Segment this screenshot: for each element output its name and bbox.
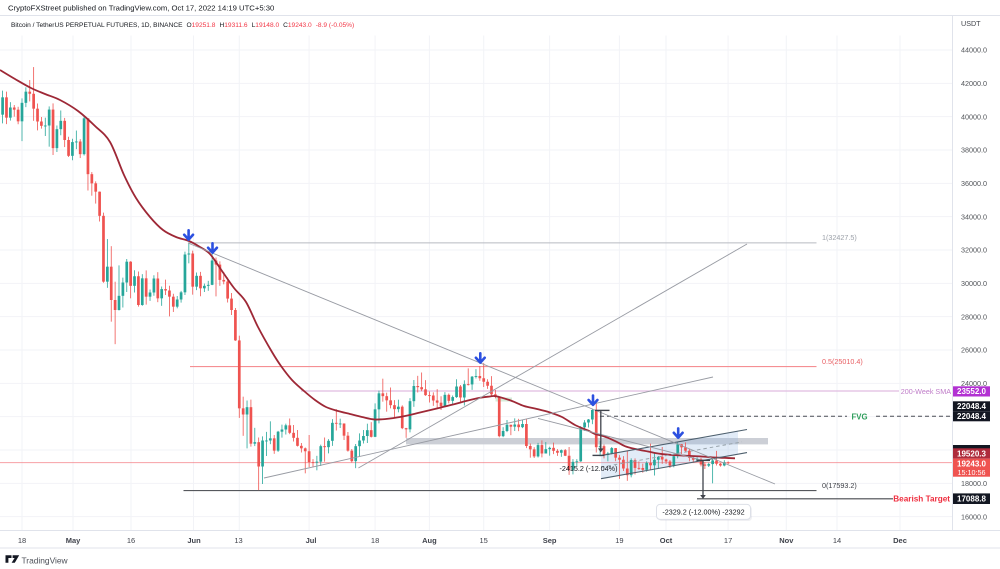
svg-text:32000.0: 32000.0 [961, 246, 987, 255]
svg-text:Sep: Sep [543, 536, 557, 545]
svg-text:18000.0: 18000.0 [961, 479, 987, 488]
svg-text:18: 18 [18, 536, 26, 545]
svg-text:23552.0: 23552.0 [957, 387, 986, 396]
svg-text:USDT: USDT [961, 19, 981, 28]
svg-text:22048.4: 22048.4 [957, 402, 986, 411]
svg-text:16000.0: 16000.0 [961, 512, 987, 521]
svg-text:Jun: Jun [187, 536, 201, 545]
svg-text:40000.0: 40000.0 [961, 112, 987, 121]
svg-text:-2329.2 (-12.00%) -23292: -2329.2 (-12.00%) -23292 [662, 508, 744, 517]
svg-text:200-Week SMA: 200-Week SMA [901, 387, 951, 396]
svg-text:Oct: Oct [660, 536, 673, 545]
svg-text:-2415.2 (-12.04%): -2415.2 (-12.04%) [560, 464, 618, 473]
svg-text:May: May [66, 536, 81, 545]
svg-text:28000.0: 28000.0 [961, 312, 987, 321]
svg-text:24000.0: 24000.0 [961, 379, 987, 388]
svg-text:TradingView: TradingView [22, 555, 69, 565]
svg-text:42000.0: 42000.0 [961, 79, 987, 88]
svg-text:38000.0: 38000.0 [961, 146, 987, 155]
svg-text:13: 13 [234, 536, 242, 545]
svg-text:0.5(25010.4): 0.5(25010.4) [822, 357, 863, 366]
svg-text:15: 15 [480, 536, 488, 545]
svg-text:14: 14 [833, 536, 841, 545]
svg-text:34000.0: 34000.0 [961, 212, 987, 221]
svg-text:36000.0: 36000.0 [961, 179, 987, 188]
svg-text:44000.0: 44000.0 [961, 46, 987, 55]
svg-text:22048.4: 22048.4 [957, 412, 986, 421]
svg-text:0(17593.2): 0(17593.2) [822, 481, 857, 490]
svg-text:CryptoFXStreet published on Tr: CryptoFXStreet published on TradingView.… [8, 4, 274, 13]
svg-text:1(32427.5): 1(32427.5) [822, 233, 857, 242]
svg-text:16: 16 [127, 536, 135, 545]
svg-text:15:10:56: 15:10:56 [958, 468, 986, 477]
svg-text:Bearish Target: Bearish Target [893, 495, 950, 504]
svg-text:17088.8: 17088.8 [957, 495, 986, 504]
svg-text:26000.0: 26000.0 [961, 346, 987, 355]
svg-text:Jul: Jul [306, 536, 317, 545]
svg-text:19: 19 [615, 536, 623, 545]
svg-text:Nov: Nov [779, 536, 794, 545]
svg-text:19520.3: 19520.3 [957, 449, 986, 458]
svg-text:17: 17 [724, 536, 732, 545]
svg-text:30000.0: 30000.0 [961, 279, 987, 288]
svg-text:FVG: FVG [852, 412, 868, 421]
svg-text:Dec: Dec [893, 536, 907, 545]
svg-text:Aug: Aug [422, 536, 437, 545]
svg-text:18: 18 [371, 536, 379, 545]
svg-text:19243.0: 19243.0 [957, 460, 986, 469]
